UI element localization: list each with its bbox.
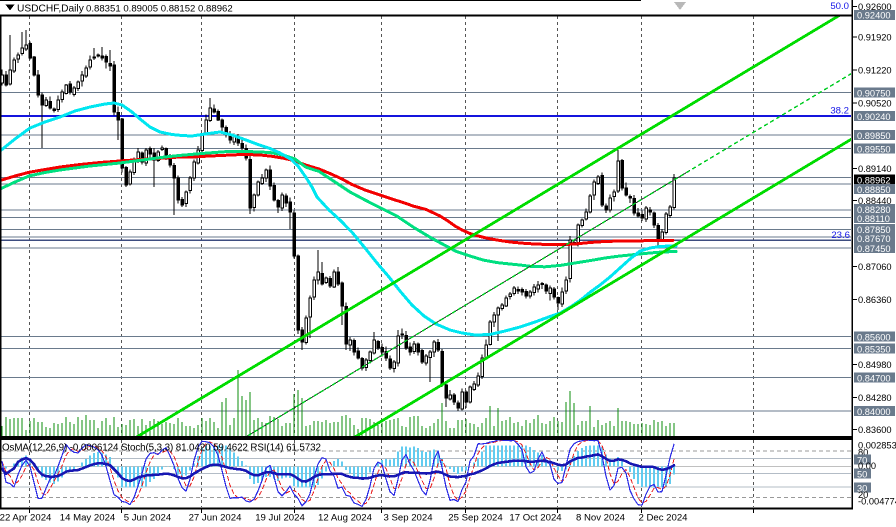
svg-text:27 Jun 2024: 27 Jun 2024 bbox=[189, 513, 242, 524]
svg-text:5 Jun 2024: 5 Jun 2024 bbox=[124, 513, 172, 524]
svg-text:0.89140: 0.89140 bbox=[858, 164, 892, 174]
svg-text:23.6: 23.6 bbox=[831, 230, 850, 241]
svg-text:-0.0047741: -0.0047741 bbox=[858, 497, 896, 507]
svg-text:0.84280: 0.84280 bbox=[858, 393, 892, 403]
svg-text:17 Oct 2024: 17 Oct 2024 bbox=[509, 513, 562, 524]
svg-text:0.87850: 0.87850 bbox=[857, 225, 891, 235]
svg-text:2 Dec 2024: 2 Dec 2024 bbox=[638, 513, 688, 524]
svg-text:0.90240: 0.90240 bbox=[857, 112, 891, 122]
svg-text:0.88110: 0.88110 bbox=[857, 214, 890, 224]
svg-text:OsMA(12,26,9) -0.0006124 Stoc: OsMA(12,26,9) -0.0006124 Stoch(5,3,3) 81… bbox=[2, 443, 321, 454]
svg-text:0.84980: 0.84980 bbox=[858, 360, 892, 370]
svg-text:12 Aug 2024: 12 Aug 2024 bbox=[318, 513, 373, 524]
svg-text:0.91920: 0.91920 bbox=[858, 33, 892, 43]
svg-text:0.00: 0.00 bbox=[858, 461, 876, 471]
svg-text:0.88850: 0.88850 bbox=[857, 185, 891, 195]
svg-text:30: 30 bbox=[857, 483, 867, 493]
svg-text:25 Sep 2024: 25 Sep 2024 bbox=[448, 513, 503, 524]
svg-text:0.92600: 0.92600 bbox=[858, 2, 892, 12]
svg-text:0.88440: 0.88440 bbox=[858, 196, 892, 206]
svg-text:14 May 2024: 14 May 2024 bbox=[60, 513, 116, 524]
svg-text:0.87670: 0.87670 bbox=[857, 234, 891, 244]
svg-text:0.85350: 0.85350 bbox=[857, 344, 891, 354]
svg-text:0.90750: 0.90750 bbox=[857, 88, 891, 98]
svg-text:50.0: 50.0 bbox=[830, 1, 849, 12]
svg-text:0.87450: 0.87450 bbox=[857, 244, 891, 254]
svg-text:0.84700: 0.84700 bbox=[857, 373, 891, 383]
svg-text:0.89850: 0.89850 bbox=[857, 131, 891, 141]
svg-text:0.86360: 0.86360 bbox=[858, 295, 892, 305]
svg-text:20: 20 bbox=[858, 490, 868, 500]
svg-text:0.88962: 0.88962 bbox=[857, 175, 891, 185]
svg-text:0.92400: 0.92400 bbox=[857, 11, 891, 21]
svg-text:80: 80 bbox=[858, 448, 868, 458]
svg-text:0.85600: 0.85600 bbox=[857, 332, 891, 342]
svg-text:0.89550: 0.89550 bbox=[857, 144, 891, 154]
svg-text:0.84000: 0.84000 bbox=[857, 407, 891, 417]
svg-text:0.90520: 0.90520 bbox=[858, 99, 892, 109]
svg-text:0.88351 0.89005 0.88152 0.8896: 0.88351 0.89005 0.88152 0.88962 bbox=[86, 4, 233, 15]
svg-text:0.0028532: 0.0028532 bbox=[858, 441, 896, 451]
svg-text:8 Nov 2024: 8 Nov 2024 bbox=[576, 513, 626, 524]
svg-text:0.87060: 0.87060 bbox=[858, 262, 892, 272]
svg-text:38.2: 38.2 bbox=[830, 106, 849, 117]
svg-text:0.88280: 0.88280 bbox=[857, 205, 891, 215]
svg-text:70: 70 bbox=[857, 455, 867, 465]
svg-text:50: 50 bbox=[857, 469, 867, 479]
svg-text:22 Apr 2024: 22 Apr 2024 bbox=[0, 513, 52, 524]
svg-text:0.83600: 0.83600 bbox=[858, 425, 892, 435]
svg-text:0.91220: 0.91220 bbox=[858, 66, 892, 76]
svg-text:19 Jul 2024: 19 Jul 2024 bbox=[255, 513, 305, 524]
svg-text:USDCHF,Daily: USDCHF,Daily bbox=[17, 4, 85, 15]
svg-text:3 Sep 2024: 3 Sep 2024 bbox=[383, 513, 433, 524]
